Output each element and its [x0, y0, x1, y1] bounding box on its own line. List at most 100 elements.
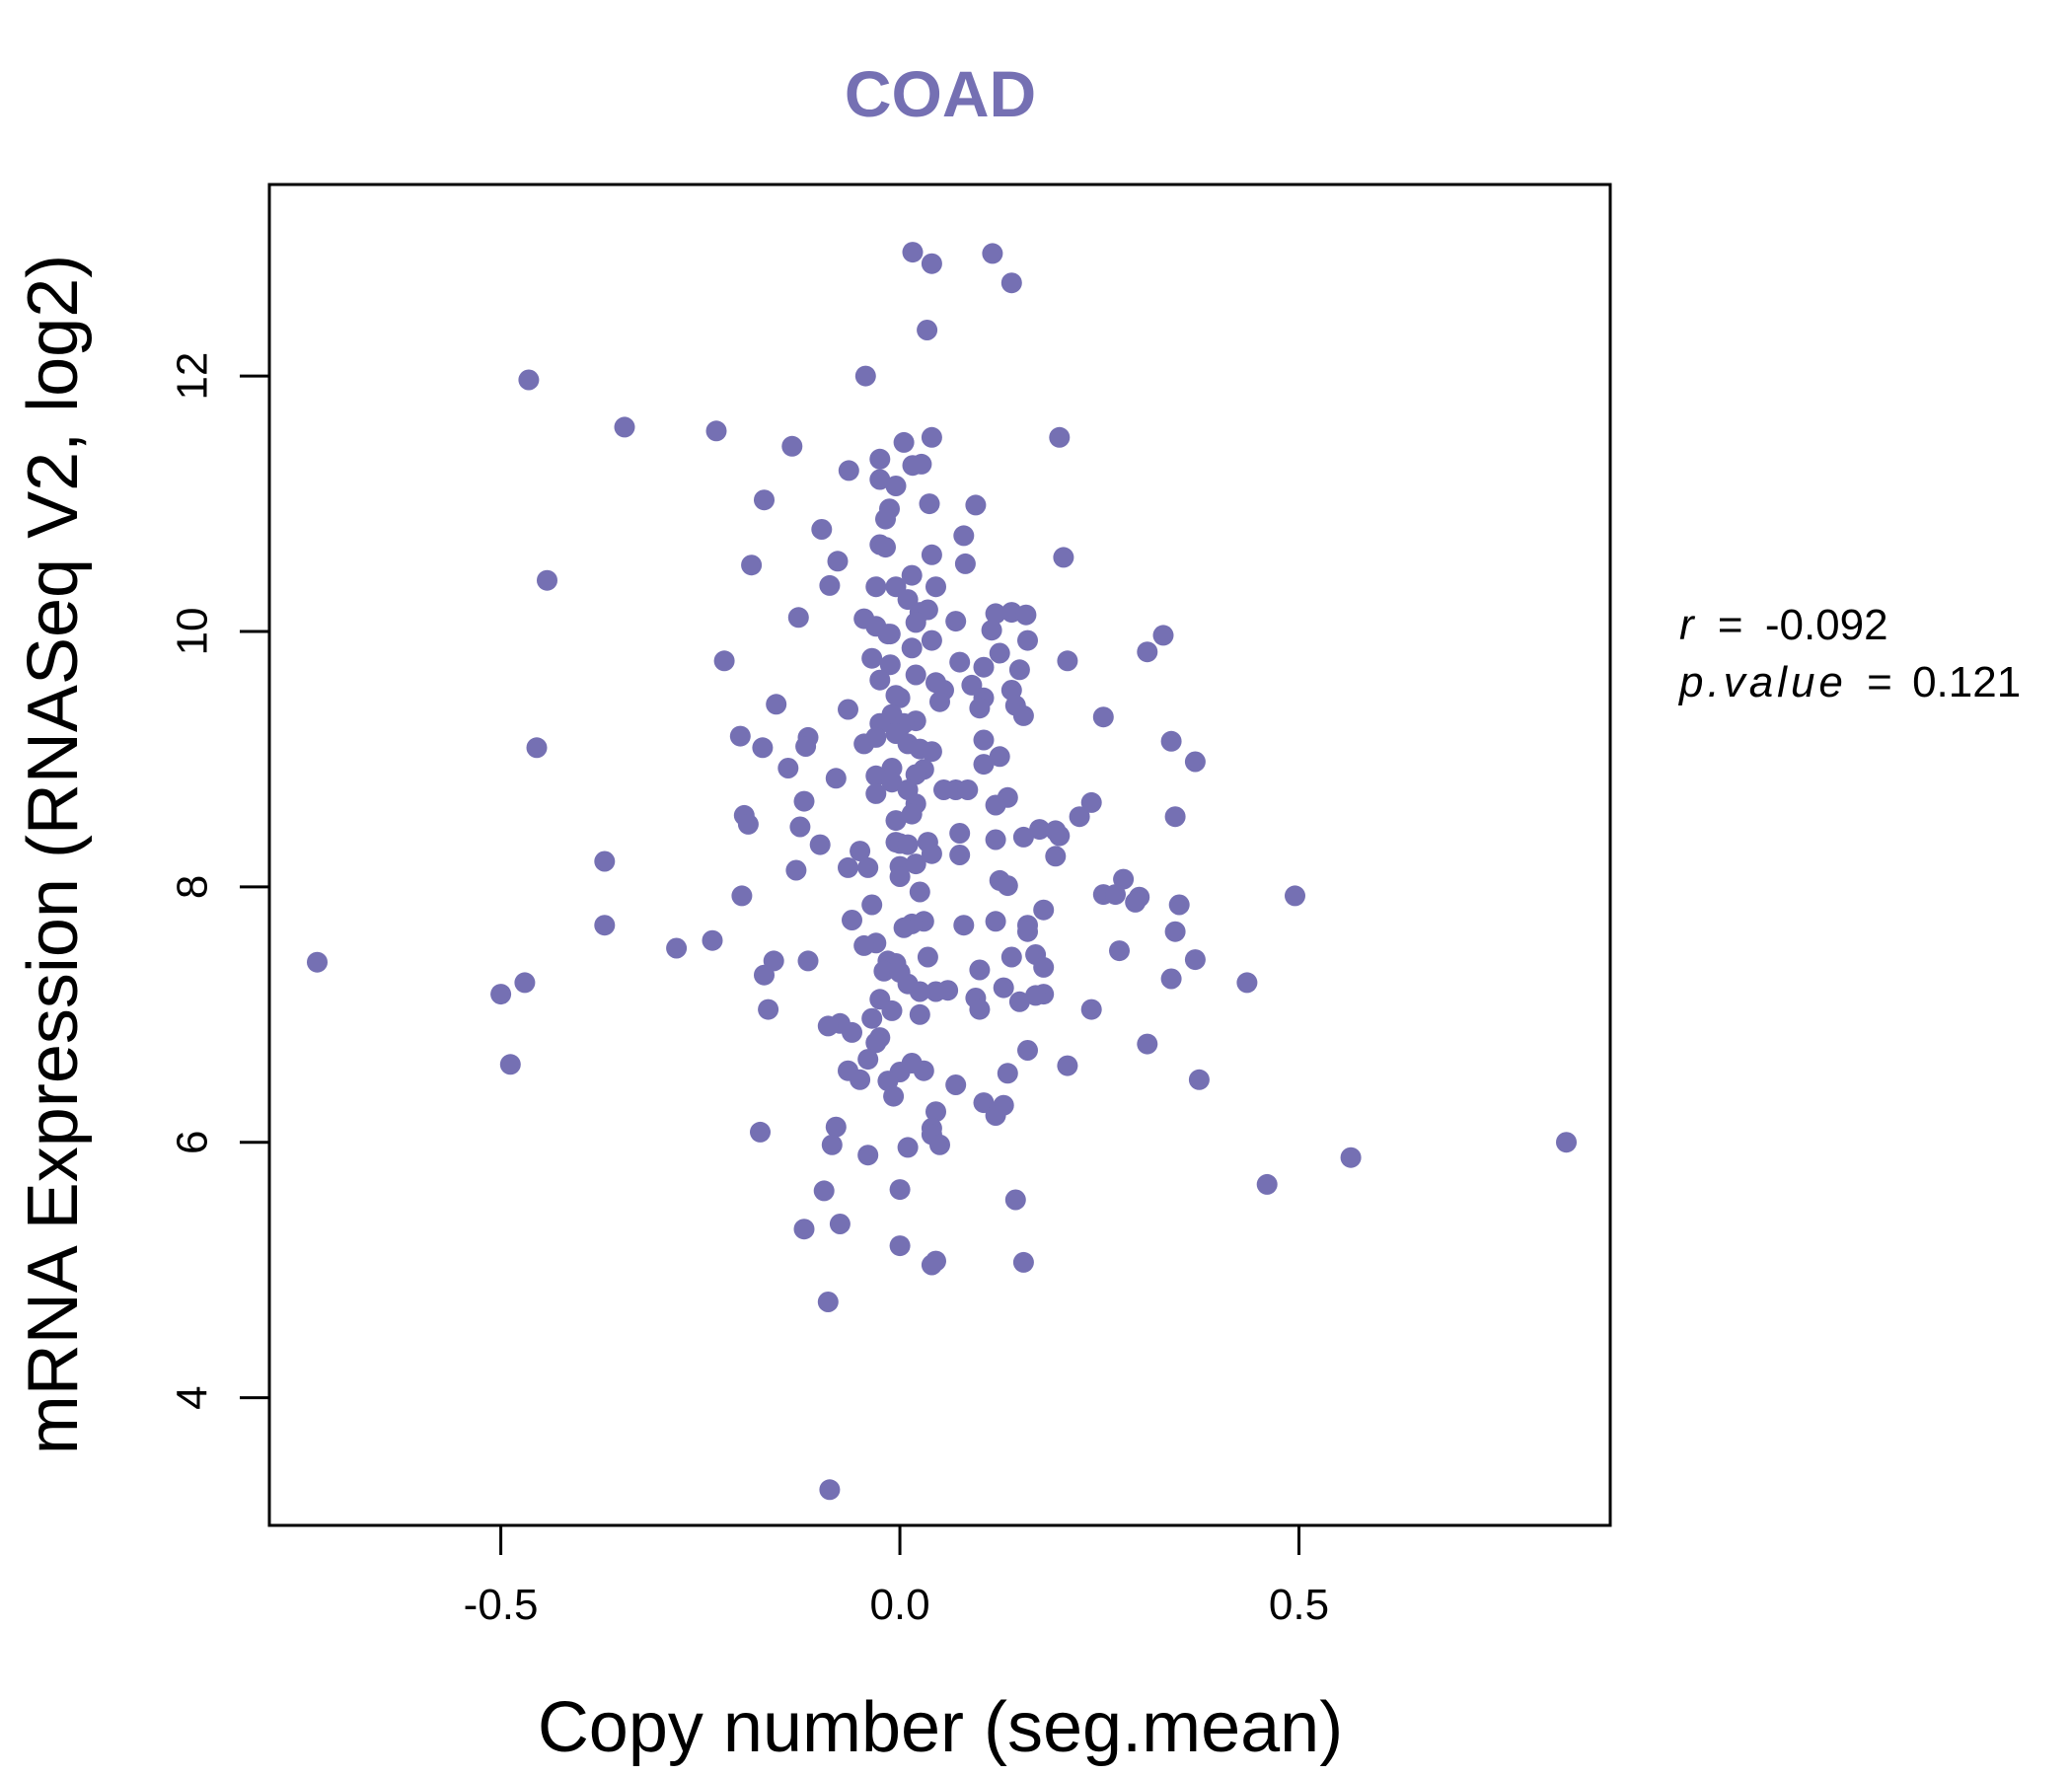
data-point	[1012, 1251, 1034, 1273]
data-point	[857, 1145, 879, 1166]
data-point	[905, 764, 926, 785]
data-point	[827, 551, 849, 572]
data-point	[853, 934, 875, 956]
data-point	[809, 834, 831, 855]
data-point	[889, 866, 911, 887]
data-point	[925, 981, 946, 1002]
data-point	[889, 1235, 911, 1257]
data-point	[985, 829, 1006, 851]
data-point	[1160, 730, 1182, 752]
data-point	[1080, 791, 1102, 813]
data-point	[965, 494, 987, 516]
r-label: r	[1679, 601, 1696, 649]
data-point	[754, 964, 775, 986]
data-point	[925, 576, 946, 598]
data-point	[1184, 751, 1206, 773]
data-point	[917, 946, 938, 968]
data-point	[921, 426, 942, 448]
data-point	[901, 637, 923, 659]
data-point	[869, 448, 891, 470]
data-point	[766, 694, 787, 715]
data-point	[921, 544, 942, 565]
data-point	[752, 737, 774, 759]
p-statistic: p.value = 0.121	[1677, 658, 2021, 706]
data-point	[973, 729, 995, 751]
data-point	[1160, 968, 1182, 990]
data-point	[842, 1021, 862, 1043]
y-tick-label: 4	[169, 1385, 217, 1409]
data-point	[1049, 426, 1071, 448]
data-point	[850, 1069, 871, 1090]
data-point	[885, 810, 907, 832]
data-point	[957, 779, 979, 800]
data-point	[921, 629, 942, 651]
data-point	[917, 320, 938, 340]
data-point	[879, 624, 901, 645]
data-point	[821, 1134, 843, 1155]
data-point	[1125, 891, 1147, 913]
data-point	[1000, 946, 1022, 968]
data-point	[702, 929, 723, 951]
data-point	[819, 1479, 841, 1501]
data-point	[490, 984, 512, 1005]
data-point	[819, 574, 841, 596]
data-point	[825, 1116, 847, 1138]
data-point	[921, 253, 942, 274]
data-point	[865, 765, 887, 786]
data-point	[901, 564, 923, 586]
data-point	[514, 972, 536, 994]
data-point	[945, 1074, 967, 1095]
data-point	[897, 1137, 919, 1158]
data-point	[1164, 921, 1186, 942]
data-point	[1025, 985, 1047, 1006]
data-point	[1069, 806, 1090, 828]
data-point	[982, 243, 1003, 264]
data-point	[729, 725, 751, 747]
r-equals: =	[1718, 601, 1743, 649]
data-point	[1236, 972, 1258, 994]
data-point	[825, 768, 847, 789]
data-point	[499, 1054, 521, 1075]
data-point	[1057, 1055, 1078, 1076]
data-point	[1256, 1173, 1278, 1195]
y-axis: 4 6 8 10 12	[169, 352, 271, 1410]
y-tick-label: 8	[169, 875, 217, 899]
data-point	[1008, 991, 1030, 1012]
data-point	[869, 669, 891, 691]
data-point	[1184, 949, 1206, 971]
data-point	[1017, 629, 1038, 651]
data-point	[953, 525, 975, 547]
data-point	[594, 915, 616, 936]
x-tick-label: 0.0	[869, 1581, 929, 1629]
data-point	[911, 453, 932, 475]
y-axis-label: mRNA Expression (RNASeq V2, log2)	[14, 255, 93, 1454]
data-point	[713, 650, 735, 672]
data-point	[925, 1101, 946, 1123]
data-point	[985, 794, 1006, 816]
data-point	[857, 856, 879, 878]
data-point	[985, 911, 1006, 932]
data-point	[817, 1015, 839, 1037]
data-point	[945, 611, 967, 632]
data-point	[793, 790, 815, 812]
data-point	[1080, 999, 1102, 1020]
data-point	[973, 656, 995, 678]
data-point	[861, 647, 883, 669]
data-point	[1137, 1033, 1158, 1055]
data-point	[838, 460, 859, 481]
data-point	[865, 1032, 887, 1054]
data-point	[1015, 604, 1037, 626]
data-point	[1004, 1189, 1026, 1211]
data-point	[997, 875, 1018, 897]
data-point	[1556, 1132, 1577, 1153]
x-axis: -0.5 0.0 0.5	[464, 1523, 1329, 1629]
data-point	[842, 910, 862, 930]
data-point	[881, 999, 903, 1021]
data-point	[1033, 956, 1055, 978]
data-point	[1053, 547, 1074, 568]
data-point	[953, 915, 975, 936]
data-point	[1092, 706, 1114, 728]
data-point	[1168, 894, 1190, 916]
data-point	[861, 1007, 883, 1029]
